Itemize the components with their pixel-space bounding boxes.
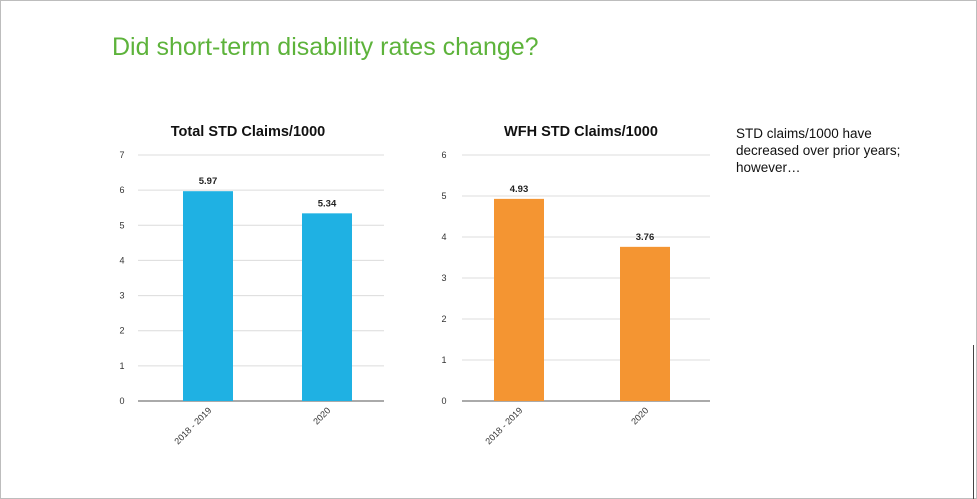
y-tick-label: 2 [441, 314, 446, 324]
bar-1 [183, 191, 233, 401]
chart-title: WFH STD Claims/1000 [504, 124, 658, 140]
y-tick-label: 1 [441, 355, 446, 365]
edge-divider [973, 345, 974, 499]
y-tick-label: 1 [119, 361, 124, 371]
bar-2 [620, 246, 670, 401]
value-label: 5.97 [199, 176, 218, 187]
chart-1: Total STD Claims/1000 0 1 2 3 4 5 6 7 5.97 2018 - … [119, 124, 384, 446]
commentary-note: STD claims/1000 have decreased over prio… [736, 126, 901, 175]
y-tick-label: 0 [441, 396, 446, 406]
y-tick-label: 6 [441, 150, 446, 160]
value-label: 5.34 [318, 198, 337, 209]
y-tick-label: 5 [119, 220, 124, 230]
y-tick-label: 3 [441, 273, 446, 283]
bar-1 [494, 198, 544, 401]
x-tick-label: 2018 - 2019 [172, 405, 213, 446]
y-tick-label: 0 [119, 396, 124, 406]
y-tick-label: 4 [441, 232, 446, 242]
x-tick-label: 2018 - 2019 [483, 405, 524, 446]
y-tick-label: 6 [119, 185, 124, 195]
slide-title: Did short-term disability rates change? [112, 33, 539, 61]
chart-title: Total STD Claims/1000 [171, 124, 325, 140]
bar-2 [302, 213, 352, 401]
x-tick-label: 2020 [311, 405, 332, 426]
value-label: 4.93 [510, 184, 529, 195]
chart-2: WFH STD Claims/1000 0 1 2 3 4 5 6 4.93 2018 - 201… [441, 124, 710, 446]
y-tick-label: 4 [119, 255, 124, 265]
y-tick-label: 7 [119, 150, 124, 160]
y-tick-label: 3 [119, 291, 124, 301]
y-tick-label: 2 [119, 326, 124, 336]
value-label: 3.76 [636, 232, 655, 243]
x-tick-label: 2020 [629, 405, 650, 426]
y-tick-label: 5 [441, 191, 446, 201]
